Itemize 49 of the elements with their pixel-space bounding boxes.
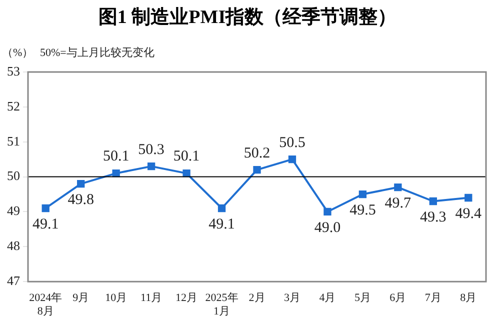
point — [182, 169, 190, 178]
x-tick-label: 2月 — [248, 292, 266, 304]
x-tick-label: 3月 — [284, 292, 300, 304]
point — [464, 194, 472, 202]
text: 50.3 — [138, 142, 164, 158]
text: 49.4 — [455, 206, 482, 222]
text: 50.2 — [244, 145, 270, 162]
y-tick-label: 51 — [7, 133, 20, 148]
x-tick-label: 12月 — [176, 292, 198, 304]
point — [218, 204, 226, 212]
point — [147, 162, 156, 170]
chart-title: 图1 制造业PMI指数（经季节调整） — [97, 6, 398, 30]
point — [358, 190, 367, 198]
y-tick-label: 49 — [7, 203, 20, 218]
x-tick-label: 8月 — [460, 292, 477, 304]
point — [324, 208, 332, 216]
text: 50%=与上月比较无变化 — [40, 46, 154, 60]
text: 49.1 — [208, 216, 235, 233]
x-tick-label: 7月 — [424, 292, 442, 304]
text: 49.1 — [32, 216, 59, 233]
text: 49.3 — [420, 210, 446, 226]
y-tick-label: 53 — [7, 63, 20, 78]
point — [42, 204, 50, 212]
y-tick-label: 50 — [7, 168, 20, 184]
text: 49.8 — [68, 192, 94, 208]
x-tick-label: 4月 — [319, 292, 336, 304]
y-tick-label: 48 — [7, 238, 20, 254]
x-tick-label: 11月 — [140, 292, 162, 304]
x-tick-label: 10月 — [105, 292, 128, 304]
text: 50.5 — [279, 134, 306, 151]
x-tick-label: 9月 — [72, 292, 90, 304]
point — [288, 156, 296, 164]
point — [394, 183, 402, 192]
x-tick-label: 6月 — [390, 292, 406, 304]
x-tick-label: 5月 — [354, 292, 371, 304]
x-tick-label: 2025年 1月 — [205, 292, 238, 318]
point — [253, 166, 261, 174]
text: 50.1 — [102, 148, 130, 165]
point — [429, 197, 437, 206]
y-axis-title: （%） — [2, 46, 34, 60]
point — [77, 180, 85, 188]
y-tick-label: 52 — [7, 98, 20, 114]
text: 49.7 — [384, 196, 412, 212]
text: 49.0 — [314, 220, 341, 236]
y-tick-label: 47 — [7, 273, 20, 288]
x-tick-label: 2024年 8月 — [29, 292, 62, 318]
point — [112, 169, 120, 178]
text: 49.5 — [350, 202, 376, 219]
text: 50.1 — [173, 148, 200, 165]
